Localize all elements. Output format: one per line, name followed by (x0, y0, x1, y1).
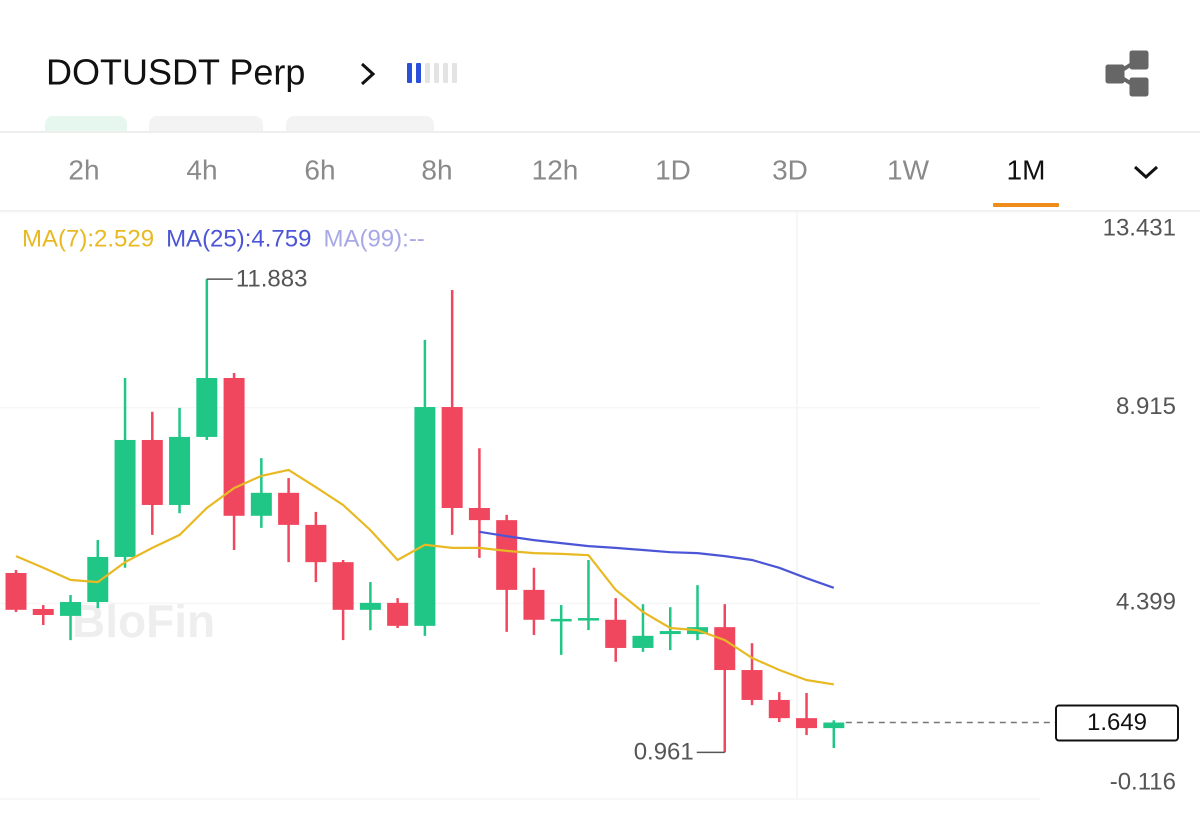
candle-body (659, 631, 681, 635)
candle-body (796, 718, 818, 729)
chart: -0.116 4.399 8.915 13.431 MA(7):2.529 MA(25):… (0, 211, 1179, 800)
interval-tab[interactable]: 4h (186, 154, 217, 185)
candle-body (605, 619, 627, 648)
interval-tab[interactable]: 8h (421, 154, 452, 185)
interval-tab[interactable]: 6h (304, 154, 335, 185)
candle-body (496, 520, 518, 590)
interval-tab[interactable]: 2h (68, 154, 99, 185)
candle-body (250, 492, 272, 516)
candle-body (278, 492, 300, 525)
candle-body (196, 377, 218, 437)
high-label: 11.883 (236, 265, 308, 292)
candle-body (141, 439, 163, 505)
share-icon[interactable] (1105, 50, 1149, 97)
candle-body (32, 608, 54, 616)
candle-body (114, 439, 136, 557)
legend-entry: MA(25):4.759 (166, 225, 311, 252)
candle-body (714, 627, 736, 671)
candle-body (87, 556, 109, 603)
interval-tab[interactable]: 1D (655, 154, 691, 185)
candle-body (523, 589, 545, 620)
y-tick-label: 4.399 (1116, 589, 1176, 616)
y-tick-label: 8.915 (1116, 393, 1176, 420)
candle-body (823, 722, 845, 729)
last-price-box (1055, 704, 1179, 742)
legend-entry: MA(99):-- (323, 225, 424, 252)
interval-tab[interactable]: 1W (887, 154, 930, 185)
active-tab-underline (993, 203, 1059, 207)
candle-body (332, 562, 354, 610)
candle-body (5, 572, 27, 610)
symbol-title[interactable]: DOTUSDT Perp (46, 52, 305, 93)
candle-body (768, 699, 790, 719)
legend-entry: MA(7):2.529 (22, 225, 154, 252)
last-price-label: 1.649 (1087, 709, 1147, 736)
y-tick-label: 13.431 (1103, 214, 1176, 241)
interval-tab[interactable]: 1M (1007, 154, 1046, 185)
interval-tab[interactable]: 3D (772, 154, 808, 185)
tab-bar (0, 132, 1200, 212)
candle-body (359, 602, 381, 610)
candle-body (223, 377, 245, 516)
interval-tabs: 2h 4h 6h 8h 12h 1D 3D 1W 1M (68, 154, 1059, 207)
candle-body (60, 602, 82, 616)
candle-body (577, 618, 599, 621)
moving-average-line (15, 468, 834, 686)
candle-body (414, 407, 436, 626)
candle-body (550, 618, 572, 622)
dropdown-icon[interactable] (1133, 165, 1159, 180)
candle-body (632, 635, 654, 648)
interval-tab[interactable]: 12h (532, 154, 579, 185)
candle-body (741, 670, 763, 700)
low-label: 0.961 (634, 739, 694, 766)
candle-body (305, 524, 327, 563)
moving-average-line (479, 530, 835, 589)
y-tick-label: -0.116 (1110, 768, 1176, 795)
candle-body (468, 507, 490, 521)
candle-body (169, 436, 191, 505)
candle-body (387, 602, 409, 626)
signal-icon (407, 63, 457, 83)
chevron-icon[interactable] (360, 62, 376, 86)
candle-body (441, 407, 463, 508)
